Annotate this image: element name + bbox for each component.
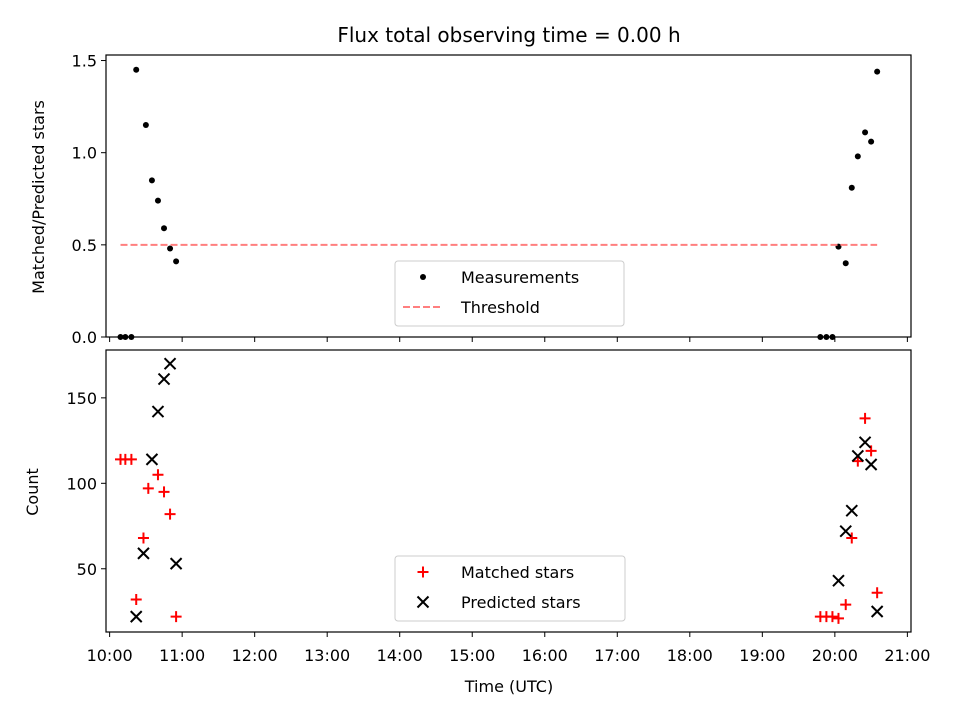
matched-star-marker — [859, 412, 871, 424]
measurement-point — [874, 68, 881, 75]
legend-label: Measurements — [461, 268, 579, 287]
x-tick-label: 13:00 — [304, 646, 350, 665]
legend: Matched stars Predicted stars — [394, 555, 626, 622]
x-tick-label: 18:00 — [667, 646, 713, 665]
matched-star-marker — [852, 455, 864, 467]
matched-star-marker — [846, 532, 858, 544]
measurement-point — [133, 66, 140, 73]
y-tick-label: 0.0 — [72, 328, 97, 347]
matched-star-marker — [170, 611, 182, 623]
measurement-point — [148, 177, 155, 184]
legend-label: Matched stars — [461, 563, 574, 582]
matched-star-marker — [840, 599, 852, 611]
matched-star-marker — [826, 611, 838, 623]
measurement-point — [842, 260, 849, 267]
legend-label: Predicted stars — [461, 593, 581, 612]
matched-star-marker — [142, 482, 154, 494]
chart-title: Flux total observing time = 0.00 h — [337, 23, 680, 47]
matched-star-marker — [130, 594, 142, 606]
measurement-point — [854, 153, 861, 160]
legend-handle — [417, 566, 429, 578]
y-tick-label: 100 — [66, 474, 97, 493]
matched-star-marker — [832, 612, 844, 624]
measurement-point — [154, 197, 161, 204]
x-axis-label: Time (UTC) — [464, 677, 553, 696]
bottom-panel: 50 100 150 10:00 11:00 12:00 13:00 14:00 15:00 16… — [66, 349, 930, 665]
predicted-star-marker — [137, 547, 150, 560]
predicted-star-marker — [858, 436, 872, 449]
measurement-point — [848, 184, 855, 191]
y-tick-label: 150 — [66, 389, 97, 408]
predicted-star-marker — [870, 605, 884, 618]
legend-handle — [420, 274, 426, 280]
measurement-point — [173, 258, 180, 265]
predicted-star-marker — [839, 524, 852, 538]
top-panel: 0.0 0.5 1.0 1.5 Measurements Threshold — [72, 52, 912, 347]
top-y-axis-label: Matched/Predicted stars — [29, 100, 48, 294]
predicted-star-marker — [169, 557, 183, 570]
x-tick-label: 15:00 — [449, 646, 495, 665]
legend-label: Threshold — [460, 298, 540, 317]
predicted-star-marker — [145, 453, 159, 466]
x-tick-label: 17:00 — [594, 646, 640, 665]
legend-handle — [416, 595, 430, 609]
y-tick-label: 0.5 — [72, 236, 97, 255]
matched-star-marker — [125, 453, 137, 465]
bottom-y-axis-label: Count — [23, 468, 42, 516]
legend: Measurements Threshold — [394, 260, 625, 327]
predicted-star-marker — [130, 610, 143, 623]
predicted-star-marker — [163, 357, 177, 370]
matched-star-marker — [871, 587, 883, 599]
y-tick-label: 1.5 — [72, 52, 97, 71]
predicted-star-marker — [151, 405, 165, 418]
predicted-star-marker — [157, 372, 171, 386]
predicted-star-marker — [845, 504, 858, 517]
x-tick-label: 20:00 — [812, 646, 858, 665]
x-tick-label: 10:00 — [87, 646, 133, 665]
measurement-point — [167, 245, 174, 252]
plot-frame — [105, 349, 912, 633]
measurement-point — [862, 129, 869, 136]
measurement-point — [868, 138, 875, 145]
x-tick-label: 19:00 — [739, 646, 785, 665]
matched-star-marker — [158, 486, 170, 498]
legend-box — [394, 555, 626, 622]
matched-star-marker — [137, 532, 149, 544]
predicted-star-marker — [864, 458, 878, 471]
predicted-star-marker — [851, 449, 865, 463]
matched-star-marker — [152, 469, 164, 481]
x-tick-label: 14:00 — [377, 646, 423, 665]
y-tick-label: 1.0 — [72, 144, 97, 163]
plot-frame — [105, 54, 912, 338]
legend-box — [394, 260, 625, 327]
matched-star-marker — [164, 508, 176, 520]
x-tick-label: 21:00 — [884, 646, 930, 665]
x-tick-label: 16:00 — [522, 646, 568, 665]
x-tick-label: 12:00 — [232, 646, 278, 665]
x-tick-label: 11:00 — [159, 646, 205, 665]
y-tick-label: 50 — [77, 560, 97, 579]
measurement-point — [142, 122, 149, 129]
predicted-star-marker — [832, 574, 845, 587]
measurement-point — [161, 225, 168, 232]
